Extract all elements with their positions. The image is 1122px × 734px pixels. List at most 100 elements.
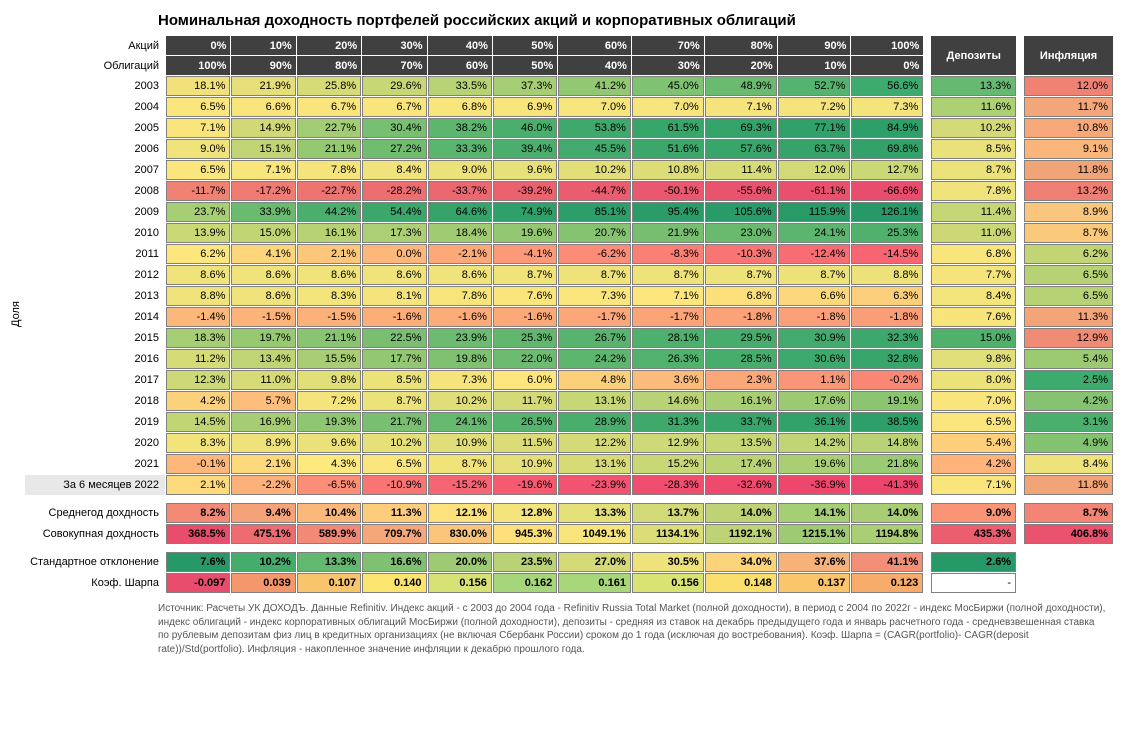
table-cell: 830.0%	[428, 524, 492, 544]
table-cell: 14.2%	[778, 433, 851, 453]
col-stocks-0: 0%	[166, 36, 230, 55]
table-cell: 16.1%	[297, 223, 361, 243]
table-cell: 1134.1%	[632, 524, 704, 544]
table-cell: 37.3%	[493, 76, 557, 96]
table-cell: 18.3%	[166, 328, 230, 348]
table-cell: 36.1%	[778, 412, 851, 432]
table-cell: 9.1%	[1024, 139, 1113, 159]
table-cell: 126.1%	[851, 202, 923, 222]
table-cell: 17.7%	[362, 349, 426, 369]
col-bonds-6: 40%	[558, 56, 631, 75]
table-cell: 7.8%	[931, 181, 1016, 201]
table-cell: 30.4%	[362, 118, 426, 138]
year-label: 2012	[25, 265, 165, 285]
table-cell: 4.2%	[931, 454, 1016, 474]
table-cell: 4.3%	[297, 454, 361, 474]
table-cell: 74.9%	[493, 202, 557, 222]
table-cell: 6.5%	[1024, 265, 1113, 285]
year-label: За 6 месяцев 2022	[25, 475, 165, 495]
table-cell: 8.6%	[362, 265, 426, 285]
table-cell: 945.3%	[493, 524, 557, 544]
table-cell: 8.6%	[297, 265, 361, 285]
year-label: 2015	[25, 328, 165, 348]
table-cell: 14.9%	[231, 118, 295, 138]
table-cell: 12.0%	[1024, 76, 1113, 96]
table-cell: 7.7%	[931, 265, 1016, 285]
table-cell: -0.1%	[166, 454, 230, 474]
table-cell: 13.3%	[558, 503, 631, 523]
table-cell: 4.9%	[1024, 433, 1113, 453]
table-cell: 0.161	[558, 573, 631, 593]
table-cell: -4.1%	[493, 244, 557, 264]
table-cell: -23.9%	[558, 475, 631, 495]
table-cell: 54.4%	[362, 202, 426, 222]
table-cell: 7.1%	[166, 118, 230, 138]
table-cell: 11.7%	[493, 391, 557, 411]
table-cell: 56.6%	[851, 76, 923, 96]
summary-label: Коэф. Шарпа	[25, 573, 165, 593]
table-cell: 105.6%	[705, 202, 777, 222]
table-cell: 709.7%	[362, 524, 426, 544]
table-cell: 13.3%	[297, 552, 361, 572]
table-cell: 4.2%	[166, 391, 230, 411]
table-cell: 30.5%	[632, 552, 704, 572]
table-cell: 8.1%	[362, 286, 426, 306]
table-cell: 10.2%	[428, 391, 492, 411]
table-cell: 38.5%	[851, 412, 923, 432]
table-cell: 15.0%	[231, 223, 295, 243]
table-cell: 8.7%	[558, 265, 631, 285]
table-cell: 8.7%	[1024, 223, 1113, 243]
table-cell: 11.4%	[705, 160, 777, 180]
col-deposits: Депозиты	[931, 36, 1016, 75]
table-cell: 33.9%	[231, 202, 295, 222]
col-stocks-2: 20%	[297, 36, 361, 55]
table-cell: 61.5%	[632, 118, 704, 138]
table-cell: 10.9%	[493, 454, 557, 474]
table-cell: 6.8%	[428, 97, 492, 117]
table-cell: -15.2%	[428, 475, 492, 495]
table-cell: -1.8%	[778, 307, 851, 327]
table-cell: 115.9%	[778, 202, 851, 222]
table-cell: 53.8%	[558, 118, 631, 138]
table-cell: 13.1%	[558, 454, 631, 474]
table-cell: 24.2%	[558, 349, 631, 369]
table-cell: 20.7%	[558, 223, 631, 243]
table-cell: 41.1%	[851, 552, 923, 572]
table-cell: 33.7%	[705, 412, 777, 432]
table-cell: 8.7%	[632, 265, 704, 285]
year-label: 2011	[25, 244, 165, 264]
table-cell: 15.2%	[632, 454, 704, 474]
table-cell: 0.162	[493, 573, 557, 593]
col-bonds-4: 60%	[428, 56, 492, 75]
table-cell	[1024, 552, 1113, 572]
table-cell: 13.9%	[166, 223, 230, 243]
table-cell: 23.5%	[493, 552, 557, 572]
table-cell: 7.1%	[632, 286, 704, 306]
table-cell: 8.6%	[231, 265, 295, 285]
table-cell: 10.2%	[362, 433, 426, 453]
table-cell: 13.4%	[231, 349, 295, 369]
table-cell: 4.2%	[1024, 391, 1113, 411]
table-cell: 12.9%	[1024, 328, 1113, 348]
col-stocks-6: 60%	[558, 36, 631, 55]
table-cell: 6.6%	[778, 286, 851, 306]
table-cell: 21.7%	[362, 412, 426, 432]
table-cell: 9.8%	[931, 349, 1016, 369]
table-cell: 14.5%	[166, 412, 230, 432]
year-label: 2018	[25, 391, 165, 411]
summary-label: Совокупная дохдность	[25, 524, 165, 544]
table-cell: 7.3%	[558, 286, 631, 306]
table-cell: 8.7%	[778, 265, 851, 285]
table-cell: 8.3%	[166, 433, 230, 453]
table-cell: -61.1%	[778, 181, 851, 201]
table-cell: 85.1%	[558, 202, 631, 222]
table-cell: 8.5%	[931, 139, 1016, 159]
table-cell: -0.097	[166, 573, 230, 593]
table-cell: 9.0%	[931, 503, 1016, 523]
table-cell: 17.4%	[705, 454, 777, 474]
table-cell: -41.3%	[851, 475, 923, 495]
table-cell: 6.5%	[1024, 286, 1113, 306]
table-cell: 7.8%	[428, 286, 492, 306]
table-cell: 7.2%	[297, 391, 361, 411]
table-cell: 13.5%	[705, 433, 777, 453]
